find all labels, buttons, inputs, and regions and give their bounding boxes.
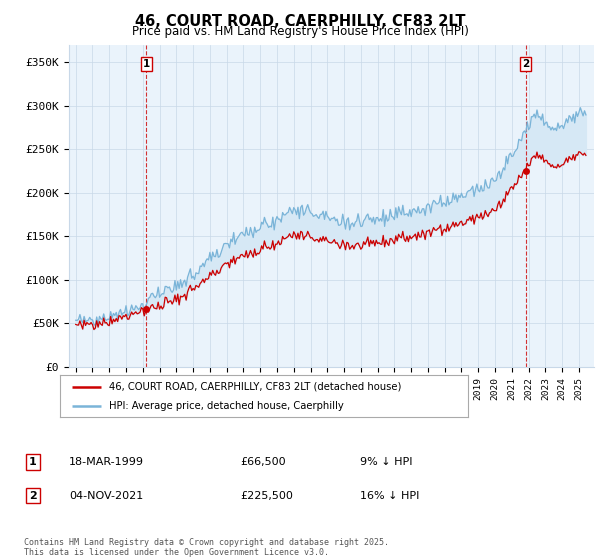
Text: 2: 2 (29, 491, 37, 501)
Text: 46, COURT ROAD, CAERPHILLY, CF83 2LT (detached house): 46, COURT ROAD, CAERPHILLY, CF83 2LT (de… (109, 381, 401, 391)
Text: 1: 1 (143, 59, 150, 69)
Text: HPI: Average price, detached house, Caerphilly: HPI: Average price, detached house, Caer… (109, 401, 344, 411)
Text: 18-MAR-1999: 18-MAR-1999 (69, 457, 144, 467)
Text: 9% ↓ HPI: 9% ↓ HPI (360, 457, 413, 467)
Text: Contains HM Land Registry data © Crown copyright and database right 2025.
This d: Contains HM Land Registry data © Crown c… (24, 538, 389, 557)
Text: £66,500: £66,500 (240, 457, 286, 467)
Text: 46, COURT ROAD, CAERPHILLY, CF83 2LT: 46, COURT ROAD, CAERPHILLY, CF83 2LT (135, 14, 465, 29)
Text: Price paid vs. HM Land Registry's House Price Index (HPI): Price paid vs. HM Land Registry's House … (131, 25, 469, 38)
Text: 2: 2 (522, 59, 530, 69)
Text: 1: 1 (29, 457, 37, 467)
Text: 16% ↓ HPI: 16% ↓ HPI (360, 491, 419, 501)
Text: 04-NOV-2021: 04-NOV-2021 (69, 491, 143, 501)
Text: £225,500: £225,500 (240, 491, 293, 501)
